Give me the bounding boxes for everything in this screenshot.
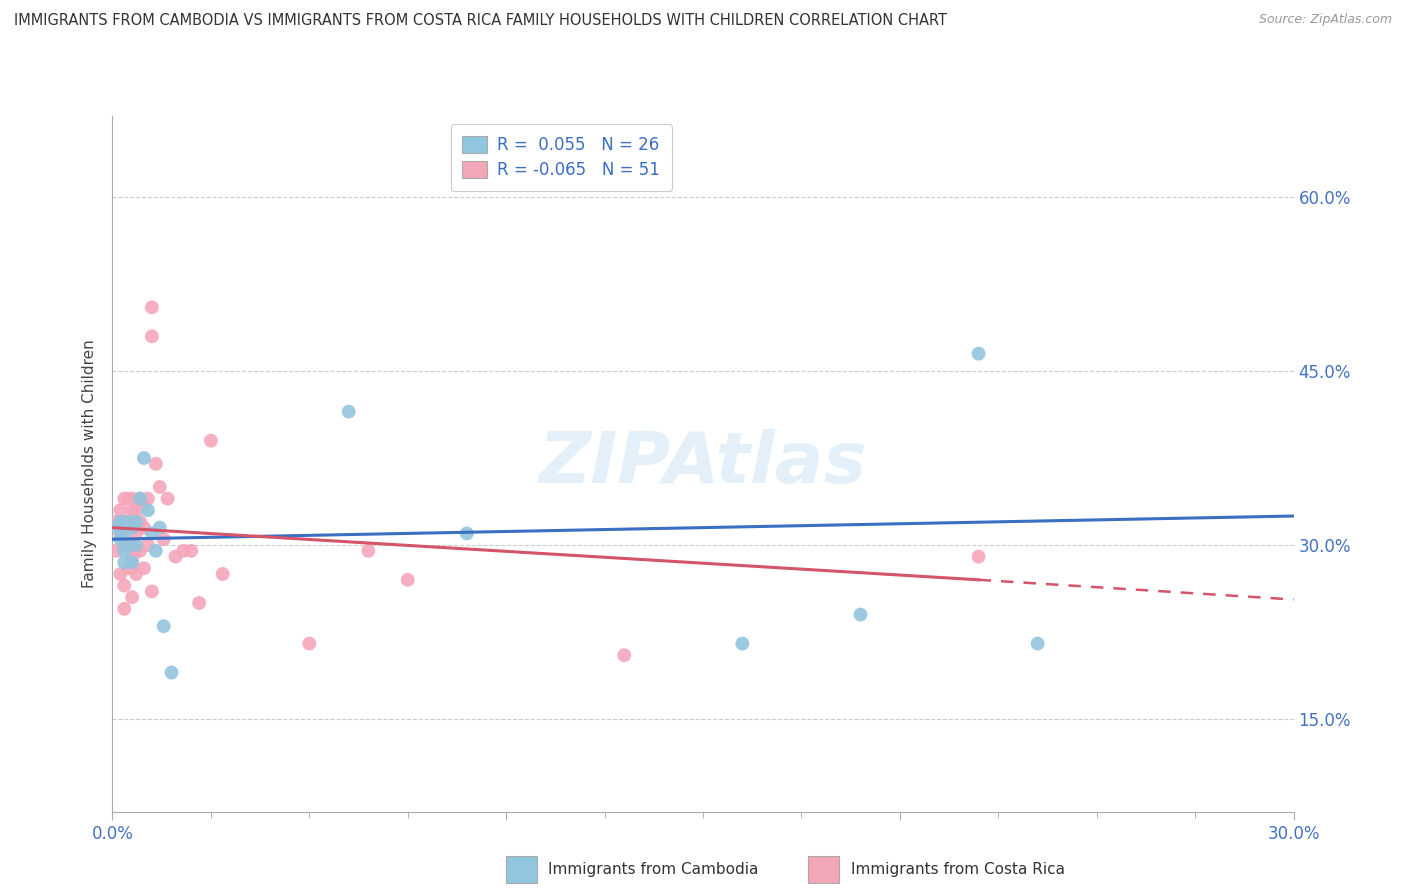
- Point: [121, 491, 143, 506]
- Point: [105, 515, 128, 529]
- Point: [132, 451, 155, 466]
- Point: [357, 544, 380, 558]
- Point: [145, 457, 167, 471]
- Point: [136, 538, 159, 552]
- Point: [125, 526, 148, 541]
- Point: [145, 544, 167, 558]
- Point: [180, 544, 202, 558]
- Point: [112, 555, 135, 570]
- Point: [136, 503, 159, 517]
- Point: [125, 538, 148, 552]
- Point: [165, 549, 187, 564]
- Point: [149, 480, 172, 494]
- Point: [188, 596, 211, 610]
- Point: [211, 567, 233, 582]
- Point: [149, 521, 172, 535]
- Point: [132, 521, 155, 535]
- Point: [112, 538, 135, 552]
- Point: [110, 532, 132, 546]
- Point: [110, 526, 132, 541]
- Point: [172, 544, 194, 558]
- Point: [117, 515, 139, 529]
- Point: [152, 619, 174, 633]
- Point: [132, 561, 155, 575]
- Point: [125, 515, 148, 529]
- Point: [117, 561, 139, 575]
- Point: [129, 491, 152, 506]
- Point: [121, 503, 143, 517]
- Point: [849, 607, 872, 622]
- Point: [337, 405, 360, 419]
- Text: IMMIGRANTS FROM CAMBODIA VS IMMIGRANTS FROM COSTA RICA FAMILY HOUSEHOLDS WITH CH: IMMIGRANTS FROM CAMBODIA VS IMMIGRANTS F…: [14, 13, 948, 29]
- Point: [125, 503, 148, 517]
- Point: [129, 515, 152, 529]
- Point: [112, 491, 135, 506]
- Text: Source: ZipAtlas.com: Source: ZipAtlas.com: [1258, 13, 1392, 27]
- Point: [121, 521, 143, 535]
- Point: [117, 515, 139, 529]
- Point: [160, 665, 183, 680]
- Point: [456, 526, 478, 541]
- Point: [117, 538, 139, 552]
- Point: [396, 573, 419, 587]
- Point: [967, 347, 990, 361]
- Point: [132, 498, 155, 512]
- Point: [112, 602, 135, 616]
- Point: [141, 526, 163, 541]
- Y-axis label: Family Households with Children: Family Households with Children: [82, 340, 97, 588]
- Point: [117, 538, 139, 552]
- Point: [110, 515, 132, 529]
- Point: [110, 567, 132, 582]
- Point: [112, 526, 135, 541]
- Point: [121, 555, 143, 570]
- Point: [105, 544, 128, 558]
- Text: Immigrants from Cambodia: Immigrants from Cambodia: [548, 863, 759, 877]
- Point: [141, 301, 163, 315]
- Point: [1026, 637, 1049, 651]
- Point: [141, 584, 163, 599]
- Point: [121, 591, 143, 605]
- Point: [613, 648, 636, 662]
- Point: [121, 521, 143, 535]
- Point: [156, 491, 179, 506]
- Point: [129, 491, 152, 506]
- Point: [112, 579, 135, 593]
- Point: [117, 491, 139, 506]
- Point: [112, 544, 135, 558]
- Legend: R =  0.055   N = 26, R = -0.065   N = 51: R = 0.055 N = 26, R = -0.065 N = 51: [451, 124, 672, 191]
- Text: ZIPAtlas: ZIPAtlas: [538, 429, 868, 499]
- Point: [121, 561, 143, 575]
- Point: [152, 532, 174, 546]
- Point: [125, 567, 148, 582]
- Point: [136, 491, 159, 506]
- Point: [125, 544, 148, 558]
- Point: [121, 549, 143, 564]
- Point: [967, 549, 990, 564]
- Point: [731, 637, 754, 651]
- Point: [298, 637, 321, 651]
- Text: Immigrants from Costa Rica: Immigrants from Costa Rica: [851, 863, 1064, 877]
- Point: [141, 329, 163, 343]
- Point: [121, 538, 143, 552]
- Point: [200, 434, 222, 448]
- Point: [110, 503, 132, 517]
- Point: [112, 515, 135, 529]
- Point: [105, 521, 128, 535]
- Point: [129, 544, 152, 558]
